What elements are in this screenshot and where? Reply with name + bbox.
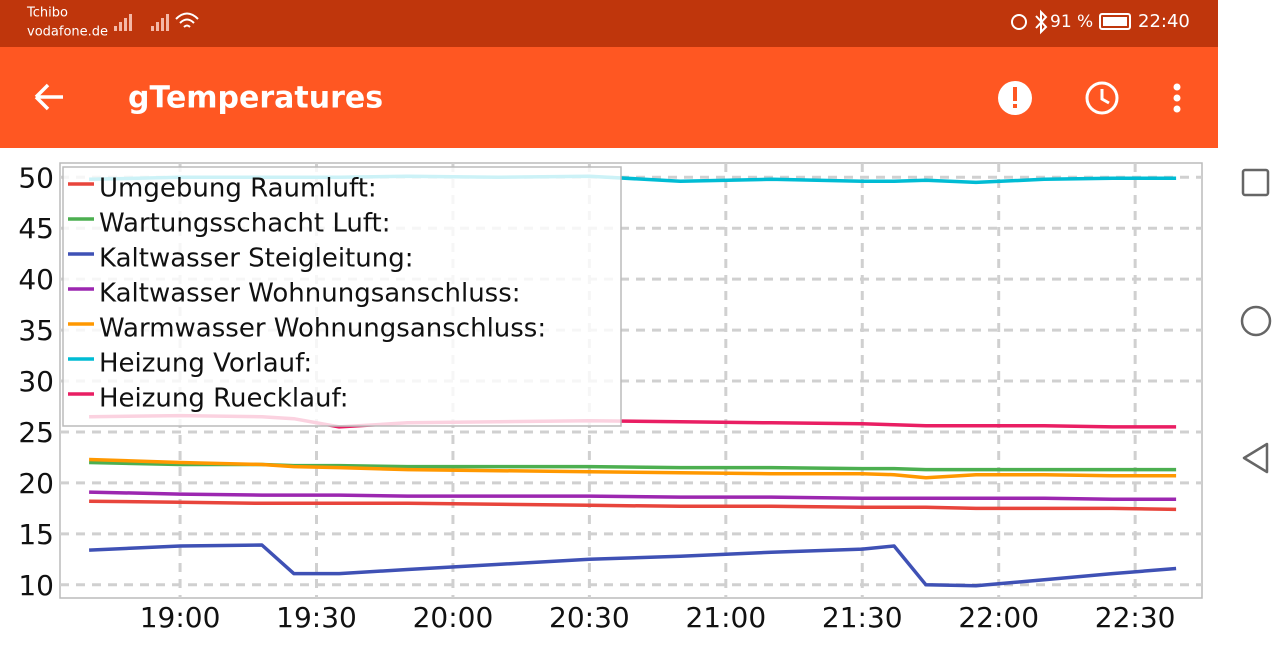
y-tick-label: 35 — [18, 314, 54, 347]
menu-button[interactable] — [1173, 83, 1181, 113]
back-button[interactable] — [34, 83, 63, 111]
legend: Umgebung Raumluft: Wartungsschacht Luft: K… — [62, 166, 622, 427]
y-tick-label: 45 — [18, 212, 54, 245]
x-tick-label: 20:00 — [413, 601, 494, 634]
x-tick-label: 19:30 — [276, 601, 357, 634]
x-tick-label: 22:30 — [1095, 601, 1176, 634]
series-line — [89, 543, 1177, 588]
series-line — [89, 457, 1177, 480]
bluetooth-icon — [1035, 9, 1048, 35]
app-title: gTemperatures — [128, 81, 383, 116]
legend-label: Warmwasser Wohnungsanschluss: — [99, 314, 546, 344]
home-button[interactable] — [1240, 305, 1272, 337]
signal-icon — [114, 14, 169, 31]
y-tick-label: 30 — [18, 365, 54, 398]
y-tick-label: 50 — [18, 161, 54, 194]
y-tick-label: 40 — [18, 263, 54, 296]
y-tick-label: 15 — [18, 518, 54, 551]
x-tick-label: 22:00 — [958, 601, 1039, 634]
battery-icon — [1099, 13, 1131, 30]
history-button[interactable] — [1085, 81, 1119, 115]
legend-label: Wartungsschacht Luft: — [99, 209, 391, 239]
status-bar — [0, 0, 1218, 47]
legend-label: Heizung Vorlauf: — [99, 349, 312, 379]
nav-bar — [1218, 0, 1284, 642]
wifi-icon — [175, 12, 199, 28]
legend-label: Kaltwasser Steigleitung: — [99, 244, 413, 274]
battery-fill — [1103, 17, 1127, 26]
y-tick-label: 10 — [18, 569, 54, 602]
recents-button[interactable] — [1241, 168, 1270, 197]
series-line — [89, 490, 1177, 501]
series-line — [89, 499, 1177, 512]
legend-label: Umgebung Raumluft: — [99, 174, 377, 204]
x-tick-label: 21:30 — [822, 601, 903, 634]
legend-label: Heizung Ruecklauf: — [99, 384, 349, 414]
legend-box — [62, 166, 622, 427]
alert-button[interactable] — [998, 81, 1032, 115]
legend-label: Kaltwasser Wohnungsanschluss: — [99, 279, 521, 309]
x-tick-label: 21:00 — [685, 601, 766, 634]
chart: 10 15 20 25 30 35 40 45 50 19:00 19:30 20:00 20:30 21… — [18, 161, 1203, 634]
x-tick-label: 19:00 — [140, 601, 221, 634]
clock: 22:40 — [1138, 11, 1190, 32]
y-tick-label: 25 — [18, 416, 54, 449]
y-tick-label: 20 — [18, 467, 54, 500]
carrier-name: Tchibo — [26, 6, 68, 21]
back-nav-button[interactable] — [1242, 442, 1269, 474]
alarm-icon — [1011, 14, 1027, 30]
carrier-name: vodafone.de — [27, 25, 108, 40]
battery-level: 91 % — [1050, 12, 1093, 32]
x-tick-label: 20:30 — [549, 601, 630, 634]
